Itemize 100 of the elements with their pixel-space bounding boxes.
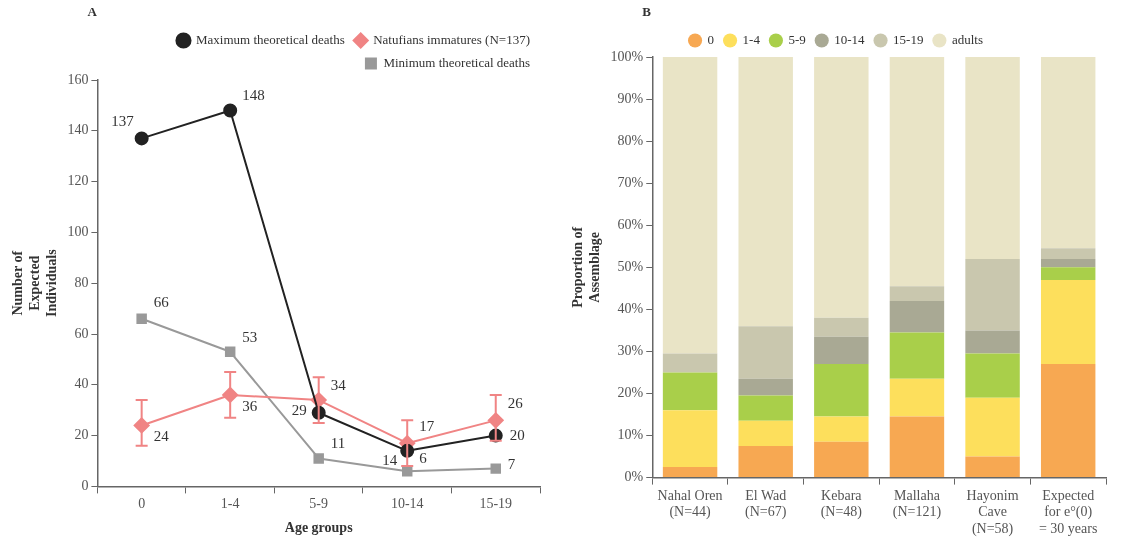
y-tick-label: 70% [617,174,644,190]
data-label: 66 [153,293,170,310]
bar [814,441,869,478]
bar [662,353,718,373]
bar [889,416,945,478]
y-tick-label: 120 [67,173,89,189]
chart-title: B [642,3,652,19]
x-axis-title: Age groups [284,520,354,536]
bar [1040,248,1096,259]
bar [814,336,869,365]
bar [662,372,718,411]
bar [965,353,1020,398]
bar [889,57,945,287]
bar [738,57,793,327]
bar [814,317,869,337]
bar [965,330,1020,354]
bar [738,446,793,478]
y-tick-label: 40 [74,376,89,392]
data-label: 34 [330,376,347,393]
bar [889,286,945,301]
y-axis-title: Number of Expected Individuals [10,248,59,318]
y-tick-label: 140 [67,122,89,138]
legend-label: 10-14 [834,31,866,47]
bar [738,378,793,396]
bar [1040,267,1096,280]
point [490,463,501,474]
data-label: 148 [242,87,265,104]
point [223,103,238,118]
point [134,131,149,146]
legend-label: 5-9 [788,31,806,47]
bar [965,456,1020,478]
bar [965,258,1020,331]
data-label: 137 [111,113,135,130]
x-tick-label: El Wad (N=67) [745,487,787,521]
bar [1040,57,1096,249]
bar [662,57,718,354]
bar [662,467,718,478]
y-tick-label: 20% [617,385,644,401]
bar [1040,279,1096,365]
point [224,346,236,358]
legend-label: 15-19 [893,31,924,47]
x-tick-label: 1-4 [220,496,240,512]
data-label: 14 [382,451,398,468]
bar [738,326,793,379]
y-tick-label: 80 [74,274,89,290]
y-tick-label: 0% [624,469,644,485]
bar [814,364,869,417]
bar [1040,364,1096,478]
bar [738,395,793,421]
y-tick-label: 90% [617,90,644,106]
legend-label: 0 [707,31,715,47]
bar [1040,258,1096,268]
y-tick-label: 10% [617,427,644,443]
y-tick-label: 50% [617,258,644,274]
bar [889,300,945,333]
point [313,453,324,464]
bar [814,416,869,442]
x-tick-label: Expected for e°(0) = 30 years [1038,487,1098,537]
y-tick-label: 40% [617,301,644,317]
bar [814,57,869,318]
bar [965,397,1020,457]
x-tick-label: 15-19 [479,496,513,512]
data-label: 6 [419,450,428,467]
y-tick-label: 20 [74,427,89,443]
data-label: 26 [507,395,524,412]
legend-label: Natufians immatures (N=137) [373,31,530,47]
point [136,313,147,324]
y-tick-label: 30% [617,343,644,359]
bar [889,332,945,379]
data-label: 20 [509,426,525,443]
legend-label: 1-4 [742,31,761,47]
data-label: 11 [330,435,346,452]
legend-label: Minimum theoretical deaths [383,54,530,70]
y-tick-label: 100% [610,48,644,64]
legend-label: Maximum theoretical deaths [195,31,345,47]
data-label: 53 [242,328,258,345]
data-label: 29 [291,401,307,418]
y-tick-label: 80% [617,132,644,148]
bar [889,378,945,417]
bar [965,57,1020,259]
x-tick-label: Mallaha (N=121) [892,487,942,521]
y-tick-label: 160 [67,71,89,87]
data-label: 7 [507,455,516,472]
data-label: 36 [242,397,258,414]
y-tick-label: 100 [67,224,89,240]
x-tick-label: Nahal Oren (N=44) [657,487,723,521]
x-tick-label: Hayonim Cave (N=58) [966,487,1019,538]
x-tick-label: Kebara (N=48) [820,487,863,521]
x-tick-label: 5-9 [309,496,329,512]
y-axis-title: Proportion of Assemblage [570,226,602,308]
data-label: 24 [153,428,170,445]
y-tick-label: 60% [617,216,644,232]
x-tick-label: 0 [138,496,146,512]
y-tick-label: 60 [74,325,89,341]
chart-title: A [87,3,98,19]
bar [738,420,793,447]
legend-label: adults [951,31,983,47]
x-tick-label: 10-14 [390,496,424,512]
data-label: 17 [419,418,435,435]
bar [662,410,718,468]
